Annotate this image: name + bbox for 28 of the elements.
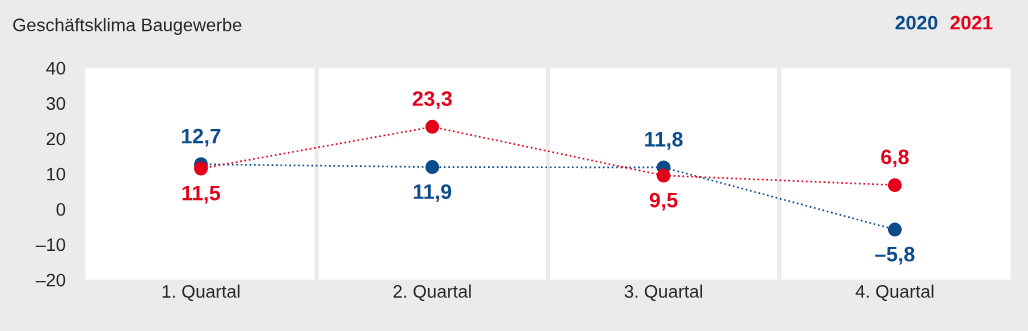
y-tick-label: –20 bbox=[35, 273, 66, 287]
data-label: 11,9 bbox=[413, 184, 452, 203]
x-tick-label: 1. Quartal bbox=[162, 284, 240, 302]
y-tick-label: 0 bbox=[56, 203, 66, 216]
y-tick-label: –10 bbox=[35, 238, 66, 252]
point bbox=[425, 119, 440, 134]
y-tick-label: 30 bbox=[46, 97, 66, 110]
point bbox=[656, 168, 671, 183]
point bbox=[887, 178, 902, 193]
text: 2020 bbox=[895, 15, 938, 30]
data-label: 11,8 bbox=[645, 131, 683, 150]
point bbox=[887, 222, 902, 237]
data-label: 23,3 bbox=[412, 91, 452, 110]
x-tick-label: 3. Quartal bbox=[624, 284, 703, 302]
y-tick-label: 40 bbox=[46, 61, 66, 75]
y-tick-label: 20 bbox=[46, 132, 66, 146]
data-label: 12,7 bbox=[182, 128, 221, 147]
point bbox=[425, 160, 440, 175]
chart-title: Geschäftsklima Baugewerbe bbox=[13, 18, 242, 35]
y-tick-label: 10 bbox=[47, 167, 66, 181]
x-tick-label: 4. Quartal bbox=[855, 284, 934, 302]
data-label: –5,8 bbox=[875, 246, 915, 265]
data-label: 11,5 bbox=[182, 185, 221, 204]
x-tick-label: 2. Quartal bbox=[393, 284, 471, 302]
data-label: 6,8 bbox=[881, 149, 909, 168]
text: 2021 bbox=[950, 15, 993, 30]
data-label: 9,5 bbox=[649, 192, 678, 211]
point bbox=[194, 161, 208, 176]
